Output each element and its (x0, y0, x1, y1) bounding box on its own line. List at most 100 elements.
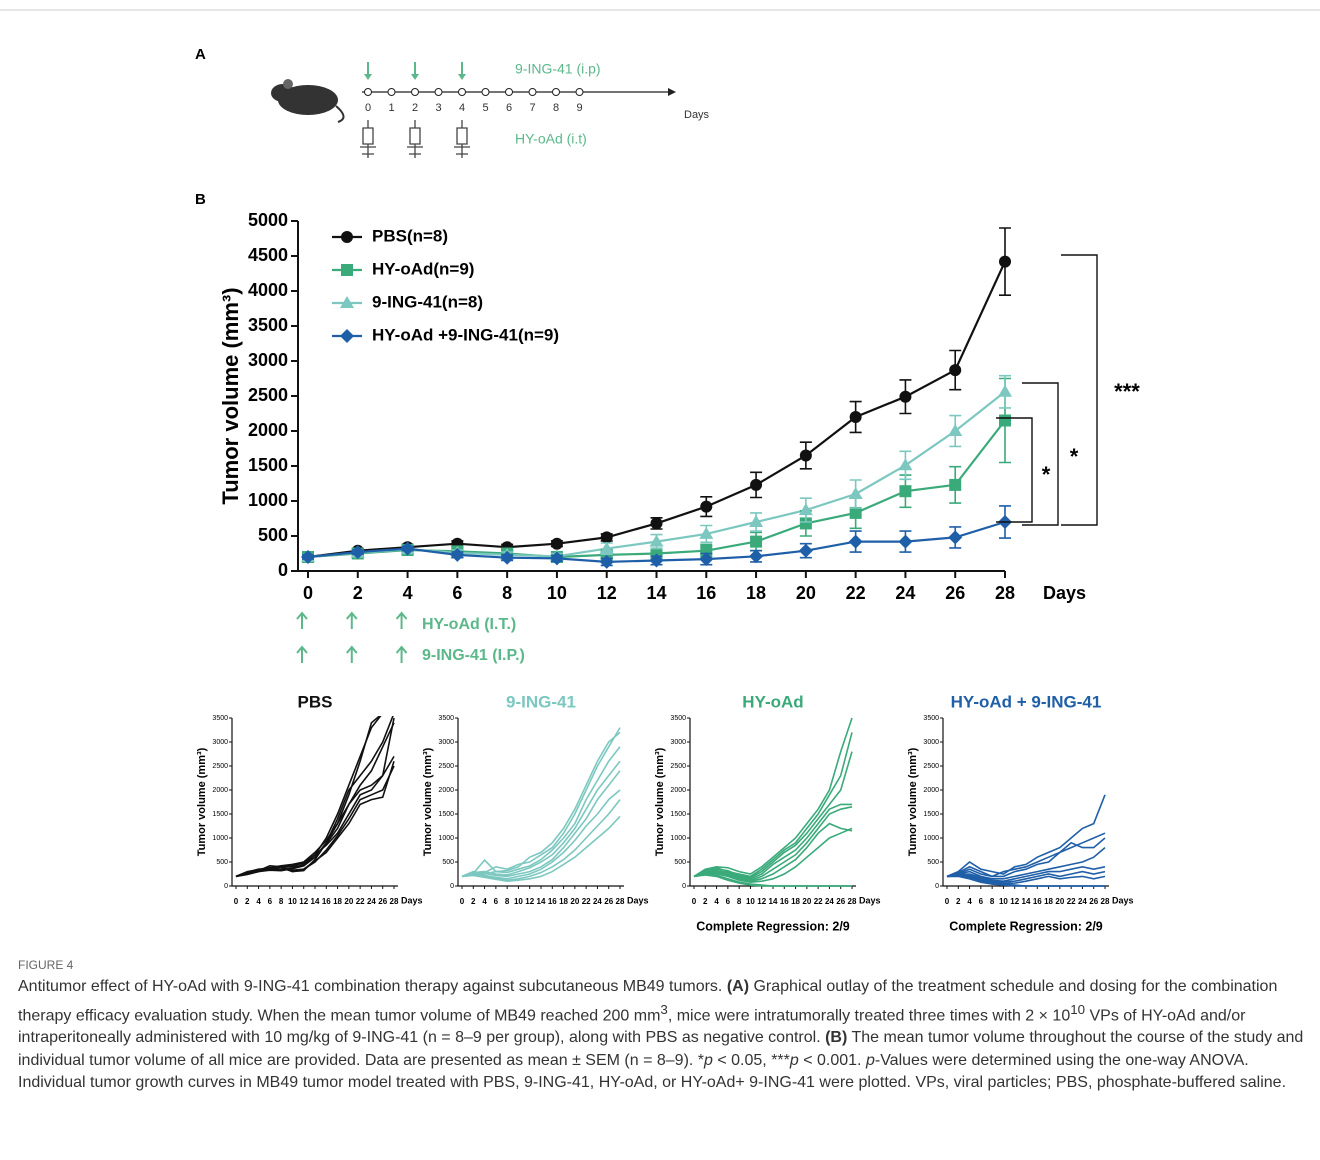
x-tick-label: 20 (802, 897, 811, 906)
y-tick-label: 5000 (248, 210, 288, 230)
x-tick-label: 14 (1022, 897, 1031, 906)
data-point (600, 531, 613, 544)
x-tick-label: 8 (737, 897, 742, 906)
y-tick-label: 2000 (212, 787, 228, 794)
legend-label: 9-ING-41(n=8) (372, 292, 483, 311)
drug-it: HY-oAd (i.t) (515, 131, 587, 147)
data-point (898, 534, 913, 549)
y-tick-label: 3000 (923, 739, 939, 746)
individual-curve (946, 846, 1106, 880)
curves (693, 717, 853, 887)
x-tick-label: 10 (514, 897, 523, 906)
day-label: 6 (506, 102, 512, 114)
x-tick-label: 2 (353, 583, 363, 603)
individual-curve (693, 827, 853, 883)
data-point (700, 500, 713, 513)
x-tick-label: 12 (597, 583, 617, 603)
day-dot (481, 88, 490, 96)
x-tick-label: 0 (460, 897, 465, 906)
significance-bracket (1061, 254, 1098, 526)
small-chart-title: PBS (298, 692, 333, 711)
individual-curve (235, 717, 395, 878)
x-tick-label: 16 (548, 897, 557, 906)
x-tick-label: 16 (1033, 897, 1042, 906)
y-tick-label: 3000 (212, 739, 228, 746)
y-tick-label: 2500 (438, 763, 454, 770)
x-tick-label: 8 (505, 897, 510, 906)
treatment-label: HY-oAd (I.T.) (422, 616, 516, 633)
data-point (949, 478, 962, 491)
x-tick-label: 22 (582, 897, 591, 906)
x-tick-label: 6 (726, 897, 731, 906)
treatment-arrow (296, 611, 308, 629)
small-axes (457, 718, 624, 887)
individual-curve (946, 832, 1106, 878)
significance-label: * (1042, 462, 1051, 487)
x-tick-label: 26 (378, 897, 387, 906)
y-axis-label: Tumor volume (mm³) (907, 747, 919, 856)
data-point (301, 550, 315, 564)
x-tick-label: 28 (995, 583, 1015, 603)
data-point (699, 526, 714, 539)
y-tick-label: 0 (935, 883, 939, 890)
data-point (848, 534, 863, 549)
data-point (550, 537, 563, 550)
data-point (849, 506, 862, 519)
x-tick-label: 10 (288, 897, 297, 906)
individual-curve (693, 874, 852, 887)
data-point (948, 424, 963, 436)
y-tick-label: 500 (674, 859, 686, 866)
data-point (948, 530, 963, 545)
schedule: 0 1 2 3 4 5 6 7 8 9 Days 9-ING-41 (i.p) HY-oAd (i.t) (360, 61, 710, 158)
x-tick-label: 18 (791, 897, 800, 906)
x-tick-label: 20 (570, 897, 579, 906)
treatment-label: 9-ING-41 (I.P.) (422, 647, 525, 664)
day-label: 9 (576, 102, 582, 114)
day-dot (364, 88, 372, 96)
x-tick-label: 10 (746, 897, 755, 906)
small-chart-title: HY-oAd + 9-ING-41 (951, 692, 1102, 711)
individual-curve (461, 760, 621, 878)
y-tick-label: 1500 (670, 811, 686, 818)
x-tick-label: 14 (311, 897, 320, 906)
x-tick-label: 18 (746, 583, 766, 603)
individual-curve (946, 837, 1106, 878)
caption-run: < 0.001. (798, 1051, 866, 1069)
x-axis-label: Days (859, 895, 881, 905)
y-tick-label: 2000 (670, 787, 686, 794)
data-point (798, 503, 813, 516)
treatment-arrow (296, 645, 308, 663)
treatment-arrow (346, 645, 358, 663)
significance-bracket (996, 417, 1033, 523)
data-point (699, 552, 714, 567)
footnote: Complete Regression: 2/9 (696, 919, 850, 933)
day-dot (505, 88, 513, 96)
individual-curve (693, 806, 853, 882)
y-tick-label: 1500 (212, 811, 228, 818)
legend-label: HY-oAd(n=9) (372, 259, 474, 278)
legend-marker (341, 264, 353, 276)
data-point (649, 534, 664, 547)
data-point (749, 549, 764, 564)
y-tick-label: 500 (927, 859, 939, 866)
x-tick-label: 24 (367, 897, 376, 906)
significance-bracket (1022, 382, 1059, 526)
y-axis-label: Tumor volume (mm³) (422, 747, 434, 856)
x-tick-label: 0 (945, 897, 950, 906)
x-tick-label: 10 (999, 897, 1008, 906)
individual-curve (461, 770, 621, 878)
individual-curve (693, 717, 853, 878)
individual-curve (946, 870, 1106, 883)
x-tick-label: 12 (299, 897, 308, 906)
y-tick-label: 2000 (248, 420, 288, 440)
caption-label: FIGURE 4 (18, 958, 74, 972)
syringe (407, 120, 423, 158)
data-point (798, 543, 813, 558)
x-tick-label: 8 (279, 897, 284, 906)
data-point (549, 551, 564, 566)
data-point (949, 364, 962, 377)
legend-marker (340, 296, 354, 308)
y-tick-label: 2000 (923, 787, 939, 794)
y-tick-label: 0 (682, 883, 686, 890)
data-point (750, 535, 763, 548)
